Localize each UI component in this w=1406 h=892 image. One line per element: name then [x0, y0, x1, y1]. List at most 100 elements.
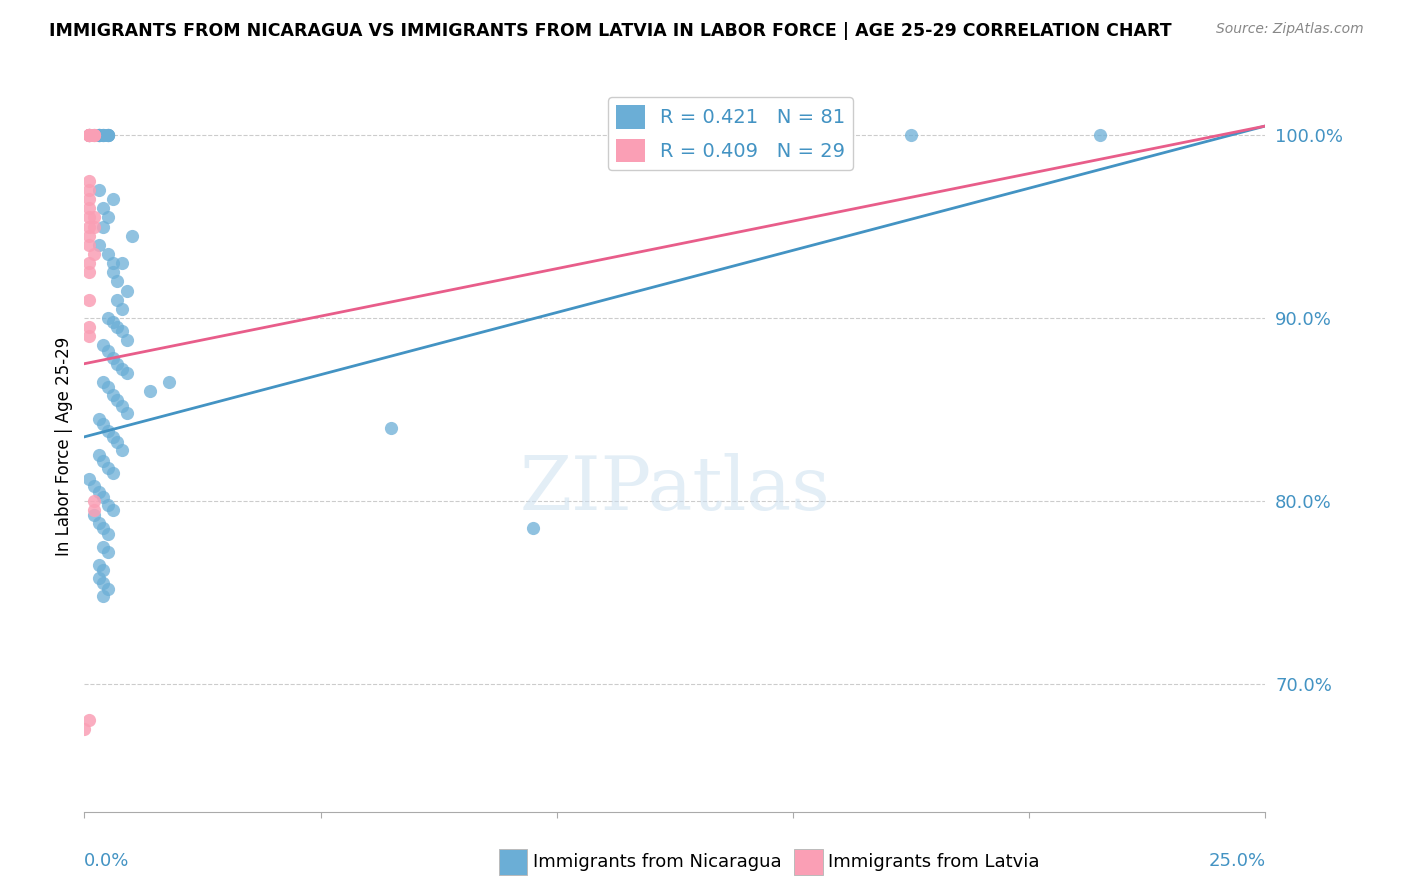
Point — [97, 128, 120, 142]
Point — [83, 128, 105, 142]
Point — [77, 128, 100, 142]
Bar — [794, 848, 823, 874]
Text: Immigrants from Latvia: Immigrants from Latvia — [828, 853, 1039, 871]
Point — [111, 301, 134, 316]
Point — [87, 128, 110, 142]
Point — [77, 192, 100, 206]
Point — [101, 265, 124, 279]
Point — [77, 329, 100, 343]
Text: ZIPatlas: ZIPatlas — [519, 453, 831, 526]
Point — [87, 238, 110, 252]
Point — [1088, 128, 1111, 142]
Point — [77, 293, 100, 307]
Text: Source: ZipAtlas.com: Source: ZipAtlas.com — [1216, 22, 1364, 37]
Point — [97, 211, 120, 225]
Point — [91, 490, 114, 504]
Point — [77, 472, 100, 486]
Point — [91, 128, 114, 142]
Text: 0.0%: 0.0% — [84, 852, 129, 870]
Point — [77, 228, 100, 243]
Point — [97, 582, 120, 596]
Point — [77, 238, 100, 252]
Point — [97, 128, 120, 142]
Point — [83, 493, 105, 508]
Point — [77, 128, 100, 142]
Point — [380, 420, 402, 434]
Point — [87, 558, 110, 572]
Point — [73, 723, 96, 737]
Point — [101, 351, 124, 366]
Point — [87, 128, 110, 142]
Point — [97, 343, 120, 358]
Point — [87, 183, 110, 197]
Point — [83, 128, 105, 142]
Point — [111, 256, 134, 270]
Point — [107, 393, 129, 408]
Point — [97, 545, 120, 559]
Point — [101, 503, 124, 517]
Point — [97, 425, 120, 439]
Point — [77, 128, 100, 142]
Point — [91, 589, 114, 603]
Point — [77, 183, 100, 197]
Point — [139, 384, 162, 399]
Point — [77, 256, 100, 270]
Point — [688, 128, 710, 142]
Point — [107, 293, 129, 307]
Point — [91, 375, 114, 389]
Point — [97, 380, 120, 394]
Point — [77, 714, 100, 728]
Point — [107, 320, 129, 334]
Point — [107, 435, 129, 450]
Point — [87, 516, 110, 530]
Point — [91, 576, 114, 591]
Point — [157, 375, 180, 389]
Y-axis label: In Labor Force | Age 25-29: In Labor Force | Age 25-29 — [55, 336, 73, 556]
Point — [77, 219, 100, 234]
Point — [97, 498, 120, 512]
Point — [83, 508, 105, 523]
Text: Immigrants from Nicaragua: Immigrants from Nicaragua — [533, 853, 782, 871]
Point — [87, 128, 110, 142]
Point — [91, 417, 114, 431]
Point — [83, 247, 105, 261]
Point — [87, 128, 110, 142]
Point — [101, 256, 124, 270]
Point — [77, 265, 100, 279]
Point — [77, 128, 100, 142]
Point — [115, 366, 138, 380]
Point — [97, 461, 120, 475]
Point — [77, 174, 100, 188]
Point — [77, 128, 100, 142]
Point — [91, 128, 114, 142]
Point — [83, 479, 105, 493]
Point — [87, 484, 110, 499]
Point — [91, 563, 114, 577]
Point — [121, 228, 143, 243]
Point — [91, 540, 114, 554]
Point — [115, 284, 138, 298]
Point — [83, 219, 105, 234]
Point — [83, 211, 105, 225]
Point — [91, 201, 114, 215]
Point — [111, 324, 134, 338]
Point — [77, 128, 100, 142]
Point — [101, 430, 124, 444]
Point — [77, 320, 100, 334]
Point — [91, 521, 114, 535]
Bar — [499, 848, 527, 874]
Point — [97, 128, 120, 142]
Point — [91, 219, 114, 234]
Point — [83, 503, 105, 517]
Point — [77, 128, 100, 142]
Text: IMMIGRANTS FROM NICARAGUA VS IMMIGRANTS FROM LATVIA IN LABOR FORCE | AGE 25-29 C: IMMIGRANTS FROM NICARAGUA VS IMMIGRANTS … — [49, 22, 1171, 40]
Point — [101, 467, 124, 481]
Point — [111, 362, 134, 376]
Point — [115, 406, 138, 420]
Point — [101, 388, 124, 402]
Point — [87, 571, 110, 585]
Point — [101, 192, 124, 206]
Point — [97, 128, 120, 142]
Point — [107, 274, 129, 288]
Point — [77, 128, 100, 142]
